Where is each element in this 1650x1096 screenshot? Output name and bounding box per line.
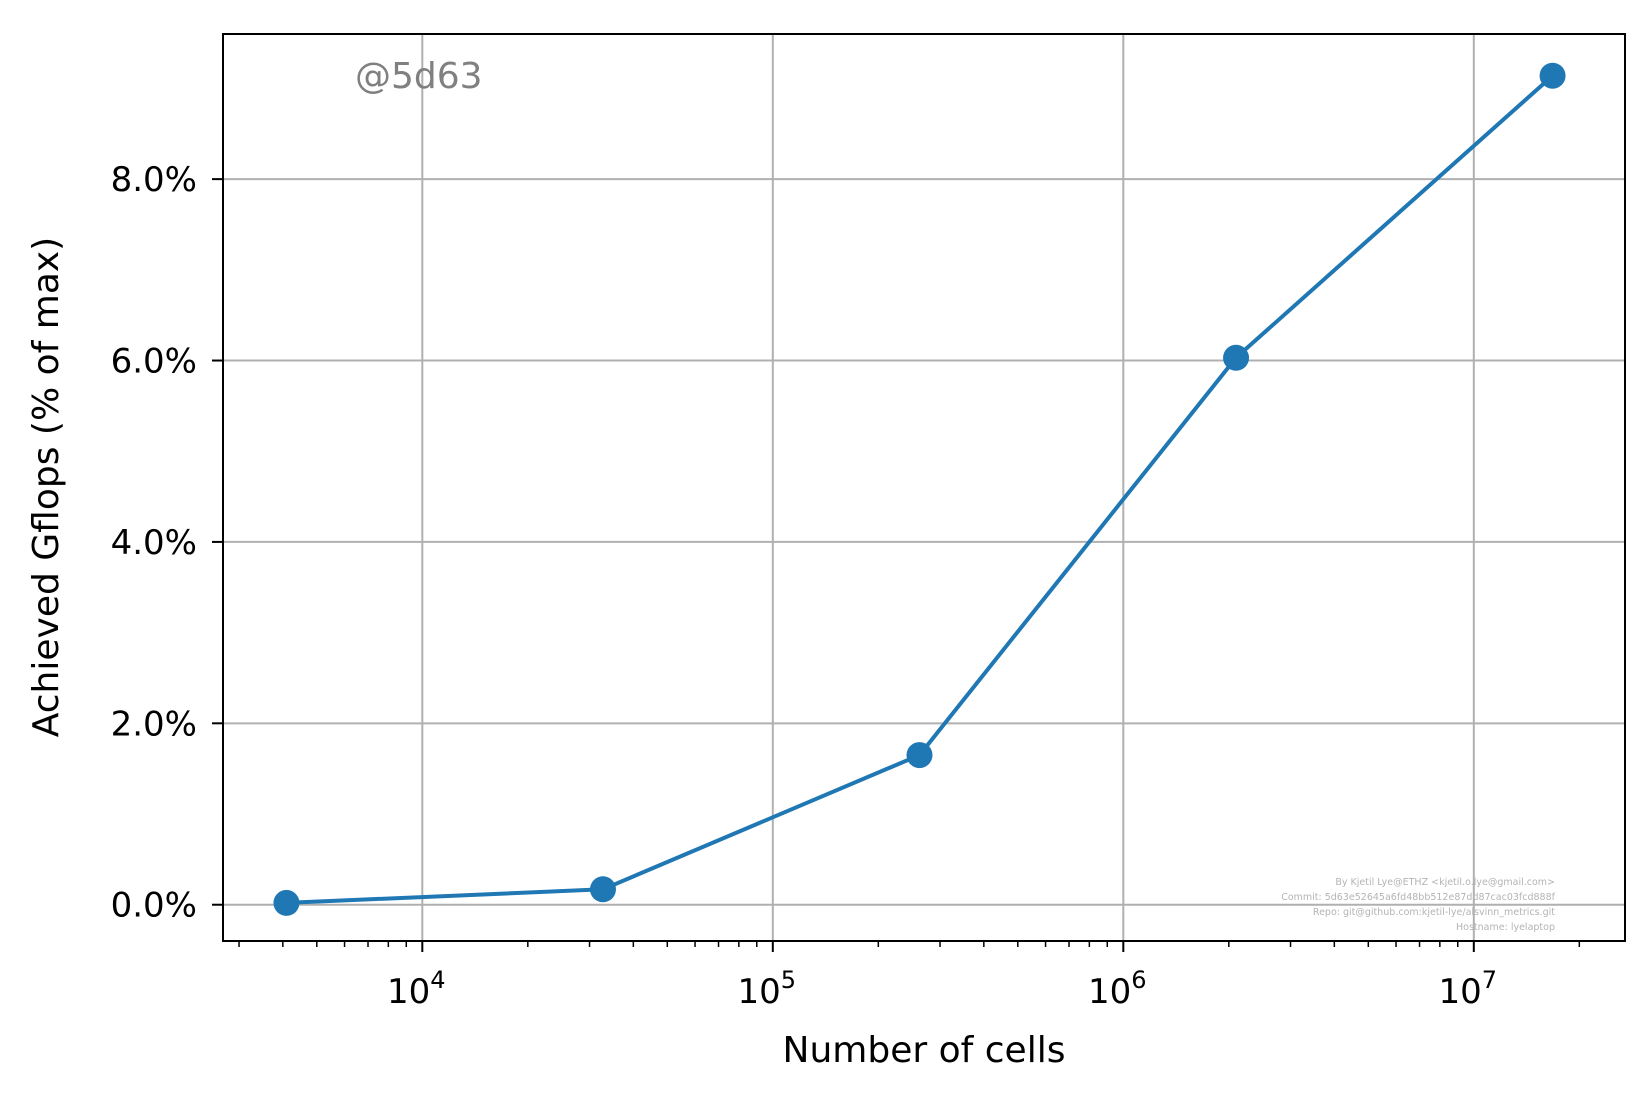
watermark-label: @5d63 — [355, 56, 483, 97]
y-tick-label: 2.0% — [111, 704, 197, 744]
credit-line: Hostname: lyelaptop — [1456, 922, 1555, 933]
y-axis-label: Achieved Gflops (% of max) — [26, 237, 67, 737]
grid — [223, 34, 1625, 941]
x-tick-exponent: 4 — [430, 966, 445, 994]
x-axis-label: Number of cells — [783, 1030, 1066, 1071]
data-point — [1223, 344, 1250, 371]
y-tick-label: 8.0% — [111, 160, 197, 200]
y-tick-label: 4.0% — [111, 523, 197, 563]
series-layer — [273, 62, 1566, 916]
credit-line: Repo: git@github.com:kjetil-lye/alsvinn_… — [1313, 907, 1555, 918]
y-tick-label: 6.0% — [111, 342, 197, 382]
y-tick-label: 0.0% — [111, 886, 197, 926]
credit-block: By Kjetil Lye@ETHZ <kjetil.o.lye@gmail.c… — [1281, 877, 1555, 933]
data-point — [589, 876, 616, 903]
credit-line: By Kjetil Lye@ETHZ <kjetil.o.lye@gmail.c… — [1335, 877, 1555, 888]
x-tick-exponent: 7 — [1482, 966, 1497, 994]
x-tick-exponent: 5 — [781, 966, 796, 994]
x-tick-exponent: 6 — [1131, 966, 1146, 994]
plot-frame — [222, 33, 1626, 942]
data-point — [906, 742, 933, 769]
credit-line: Commit: 5d63e52645a6fd48bb512e87dd87cac0… — [1281, 892, 1555, 903]
data-point — [273, 889, 300, 916]
data-point — [1539, 62, 1566, 89]
